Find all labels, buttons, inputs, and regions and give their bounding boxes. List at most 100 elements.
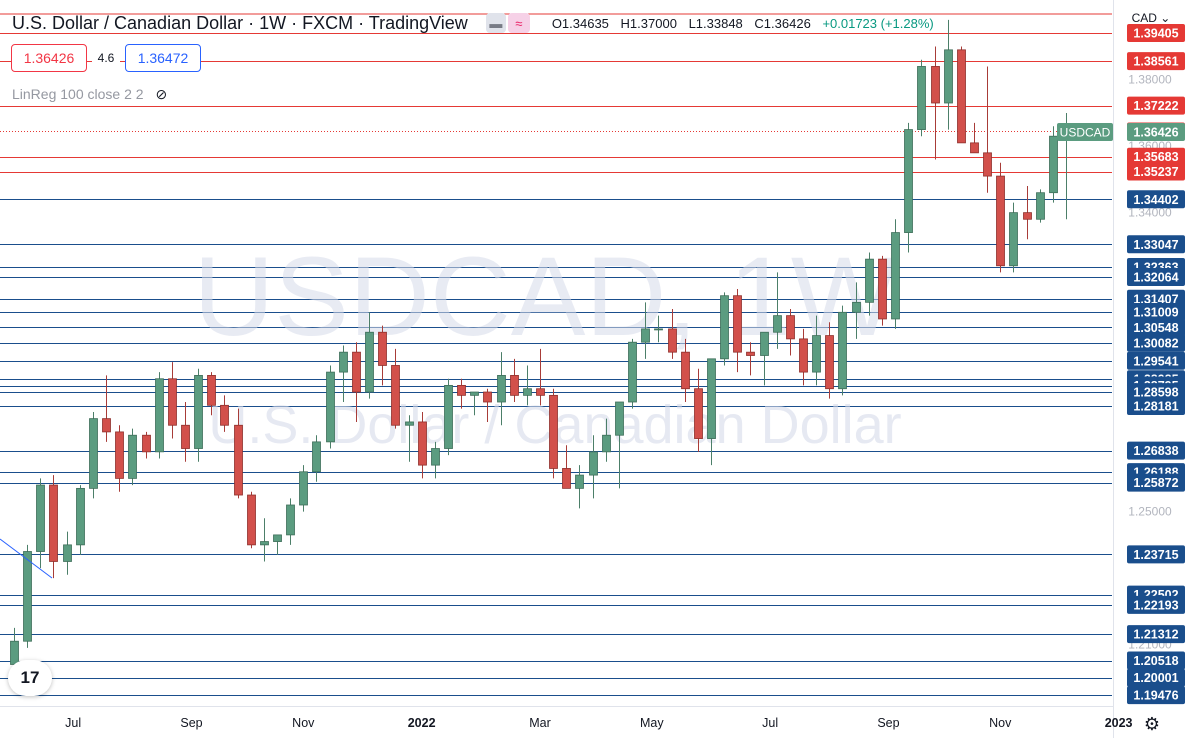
- candle[interactable]: [339, 345, 348, 403]
- candle[interactable]: [76, 485, 85, 555]
- candle[interactable]: [312, 435, 321, 482]
- symbol-tag-box: [1057, 123, 1113, 142]
- candle[interactable]: [1036, 189, 1045, 223]
- candle[interactable]: [155, 372, 164, 459]
- candle[interactable]: [102, 375, 111, 442]
- eye-crossed-icon[interactable]: ⊘: [155, 85, 168, 102]
- candle[interactable]: [365, 312, 374, 399]
- candle[interactable]: [260, 518, 269, 562]
- candle[interactable]: [405, 415, 414, 462]
- candle[interactable]: [799, 328, 808, 386]
- candle[interactable]: [562, 445, 571, 489]
- candle-body: [391, 365, 400, 426]
- candle[interactable]: [641, 302, 650, 359]
- candle[interactable]: [786, 308, 795, 356]
- candle[interactable]: [510, 358, 519, 403]
- candle-body: [536, 388, 545, 396]
- candle[interactable]: [654, 315, 663, 343]
- candle[interactable]: [668, 308, 677, 359]
- candle[interactable]: [825, 322, 834, 399]
- candle[interactable]: [904, 122, 913, 253]
- sell-button[interactable]: 1.36426: [11, 44, 87, 72]
- candle[interactable]: [457, 378, 466, 409]
- candle[interactable]: [470, 391, 479, 416]
- support-level-label-box: [1127, 651, 1185, 670]
- candle[interactable]: [549, 388, 558, 479]
- candle[interactable]: [852, 282, 861, 339]
- candle[interactable]: [220, 395, 229, 432]
- candle[interactable]: [589, 435, 598, 499]
- candle[interactable]: [431, 441, 440, 479]
- candle[interactable]: [378, 325, 387, 386]
- candle[interactable]: [970, 122, 979, 154]
- candle[interactable]: [812, 315, 821, 386]
- indicator-legend[interactable]: LinReg 100 close 2 2 ⊘: [12, 84, 167, 104]
- candle[interactable]: [181, 402, 190, 462]
- candle[interactable]: [983, 66, 992, 193]
- candle[interactable]: [996, 162, 1005, 273]
- candle[interactable]: [352, 342, 361, 422]
- candle[interactable]: [128, 428, 137, 486]
- tradingview-logo[interactable]: 17: [8, 660, 52, 696]
- compare-icon[interactable]: ≈: [507, 13, 530, 33]
- candle[interactable]: [615, 401, 624, 489]
- buy-button[interactable]: 1.36472: [125, 44, 201, 72]
- candle[interactable]: [917, 59, 926, 137]
- candle[interactable]: [878, 255, 887, 326]
- resistance-level-label-box: [1127, 24, 1185, 43]
- candle[interactable]: [483, 388, 492, 422]
- symbol-title[interactable]: U.S. Dollar / Canadian Dollar · 1W · FXC…: [12, 12, 468, 33]
- candle[interactable]: [957, 46, 966, 144]
- candle[interactable]: [760, 331, 769, 386]
- candle[interactable]: [720, 292, 729, 366]
- candle[interactable]: [49, 475, 58, 579]
- candle[interactable]: [418, 411, 427, 479]
- candle[interactable]: [681, 338, 690, 403]
- candle[interactable]: [115, 425, 124, 492]
- candle[interactable]: [891, 219, 900, 329]
- candle[interactable]: [63, 531, 72, 575]
- candle[interactable]: [931, 46, 940, 160]
- candle[interactable]: [247, 491, 256, 549]
- candle[interactable]: [602, 418, 611, 462]
- candle[interactable]: [628, 338, 637, 409]
- indicator-label[interactable]: LinReg 100 close 2 2: [12, 86, 144, 102]
- candle-body: [983, 152, 992, 177]
- candle[interactable]: [865, 252, 874, 316]
- candle[interactable]: [142, 431, 151, 459]
- candle[interactable]: [1009, 202, 1018, 273]
- candle[interactable]: [273, 534, 282, 555]
- gear-icon[interactable]: ⚙: [1143, 713, 1161, 734]
- candle[interactable]: [286, 498, 295, 545]
- candle[interactable]: [23, 544, 32, 648]
- candle[interactable]: [1049, 126, 1058, 203]
- candle[interactable]: [523, 365, 532, 406]
- candle-body: [799, 338, 808, 373]
- candle[interactable]: [234, 408, 243, 499]
- candle[interactable]: [838, 305, 847, 396]
- candle[interactable]: [36, 478, 45, 569]
- candle[interactable]: [194, 368, 203, 462]
- candle[interactable]: [733, 289, 742, 373]
- candle[interactable]: [773, 272, 782, 349]
- candle[interactable]: [1023, 186, 1032, 240]
- candle[interactable]: [207, 372, 216, 416]
- support-level-label: 1.25872: [1133, 476, 1178, 490]
- candle[interactable]: [168, 362, 177, 439]
- candle[interactable]: [707, 358, 716, 466]
- candle[interactable]: [536, 348, 545, 406]
- minus-icon[interactable]: ▬: [485, 13, 506, 33]
- candle[interactable]: [326, 365, 335, 449]
- candle[interactable]: [944, 19, 953, 130]
- currency-button[interactable]: CAD ⌄: [1131, 11, 1171, 25]
- candle[interactable]: [575, 465, 584, 509]
- candle[interactable]: [89, 411, 98, 499]
- candle[interactable]: [497, 352, 506, 426]
- candle[interactable]: [444, 378, 453, 456]
- candle[interactable]: [391, 348, 400, 429]
- candle[interactable]: [694, 368, 703, 452]
- candle[interactable]: [746, 342, 755, 376]
- current-price-label-box: [1127, 123, 1185, 142]
- candle[interactable]: [299, 465, 308, 512]
